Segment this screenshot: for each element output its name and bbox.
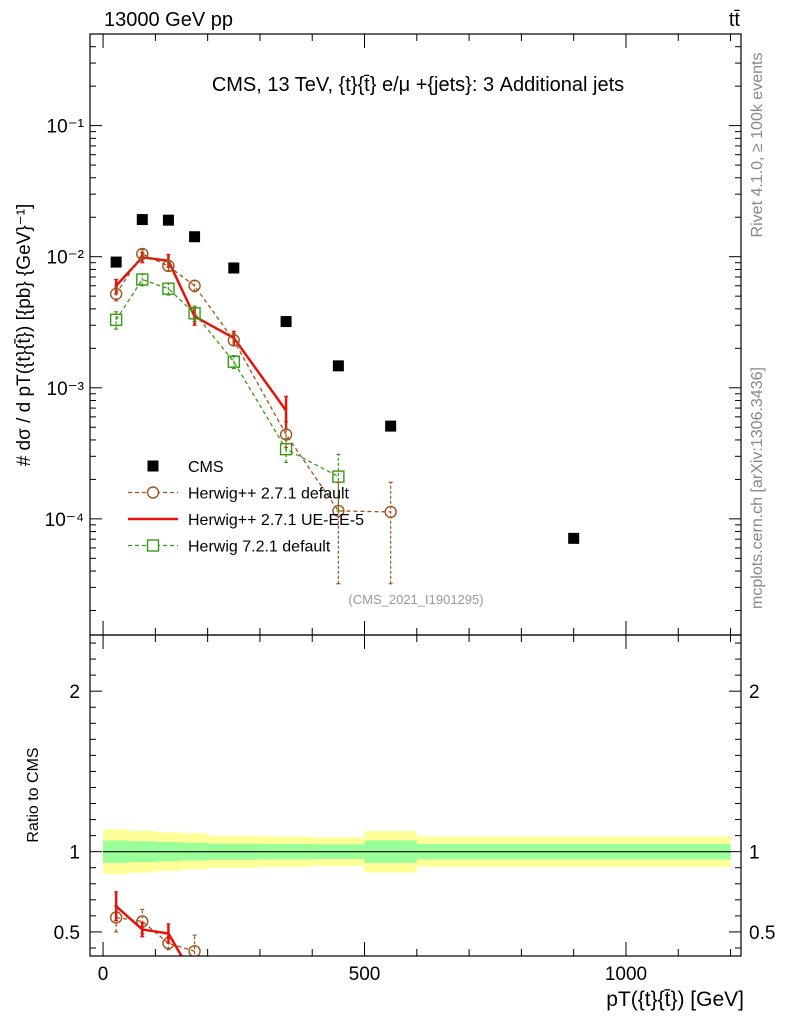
x-tick-label: 1000 (605, 964, 647, 985)
data-point (136, 273, 149, 286)
y-tick-label: 10⁻¹ (47, 117, 85, 138)
main-plot-area (109, 214, 580, 585)
series-line (116, 916, 195, 952)
legend: CMS Herwig++ 2.7.1 default Herwig++ 2.7.1 … (128, 459, 364, 556)
data-point (228, 262, 240, 274)
side-label-mcplots: mcplots.cern.ch [arXiv:1306.3436] (749, 367, 766, 609)
data-point (280, 316, 292, 328)
main-panel: 10⁻¹ 10⁻² 10⁻³ 10⁻⁴ CMS, 13 TeV, {t}{t̄} e/… (14, 33, 742, 636)
ratio-y-tick-label-right: 1 (749, 843, 760, 864)
y-tick-label: 10⁻² (47, 248, 85, 269)
legend-label: CMS (188, 459, 224, 476)
watermark: (CMS_2021_I1901295) (348, 592, 483, 607)
ratio-y-tick-label-left: 0.5 (54, 923, 80, 944)
data-point (189, 231, 201, 243)
ratio-frame (89, 634, 742, 957)
data-point (568, 532, 580, 544)
data-point (162, 214, 174, 226)
data-point (332, 504, 345, 518)
ratio-plot-area (103, 829, 731, 956)
ratio-y-tick-label-right: 0.5 (749, 923, 775, 944)
data-point (332, 360, 344, 372)
data-point (136, 214, 148, 226)
data-point (109, 287, 123, 301)
side-label-rivet: Rivet 4.1.0, ≥ 100k events (749, 53, 766, 238)
legend-label: Herwig 7.2.1 default (188, 539, 331, 556)
legend-marker (147, 460, 159, 472)
ratio-axis-ticks: 0.5 0.5 1 1 2 2 0 500 1000 (54, 635, 775, 985)
legend-label: Herwig++ 2.7.1 default (188, 486, 350, 503)
data-point (227, 334, 240, 347)
data-point (384, 505, 397, 519)
main-title: CMS, 13 TeV, {t}{t̄} e/μ +{jets}: 3 Addi… (212, 74, 624, 96)
header-left: 13000 GeV pp (104, 9, 233, 31)
y-tick-label: 10⁻⁴ (45, 510, 84, 531)
x-tick-label: 500 (349, 964, 381, 985)
ratio-y-tick-label-left: 1 (69, 843, 80, 864)
data-point (162, 259, 175, 273)
series-line (115, 905, 183, 956)
data-point (109, 313, 123, 327)
main-axis-ticks: 10⁻¹ 10⁻² 10⁻³ 10⁻⁴ (45, 33, 741, 635)
series-line (115, 253, 391, 513)
ratio-ylabel: Ratio to CMS (25, 747, 42, 842)
ratio-panel: 0.5 0.5 1 1 2 2 0 500 1000 Ratio to CMS pT({t}{t… (25, 634, 775, 1011)
x-tick-label: 0 (98, 964, 109, 985)
ratio-y-tick-label-left: 2 (69, 682, 80, 703)
data-point (188, 944, 201, 956)
data-point (136, 247, 149, 261)
data-point (385, 420, 397, 432)
data-point (279, 442, 293, 456)
series-line (115, 255, 288, 412)
data-point (188, 307, 201, 320)
legend-label: Herwig++ 2.7.1 UE-EE-5 (188, 512, 364, 529)
ratio-y-tick-label-right: 2 (749, 682, 760, 703)
y-tick-label: 10⁻³ (47, 379, 85, 400)
data-point (279, 428, 293, 441)
x-axis-label: pT({t}{t̄}) [GeV] (606, 988, 744, 1011)
data-point (162, 282, 175, 295)
data-point (227, 355, 240, 368)
header-right: tt̄ (729, 9, 741, 31)
legend-marker (146, 486, 160, 499)
data-point (188, 279, 201, 292)
main-ylabel: # dσ / d pT({t}{t̄}) [{pb} {GeV}⁻¹] (14, 204, 35, 467)
data-point (110, 256, 122, 268)
legend-marker (146, 539, 160, 552)
series-line (115, 278, 339, 478)
